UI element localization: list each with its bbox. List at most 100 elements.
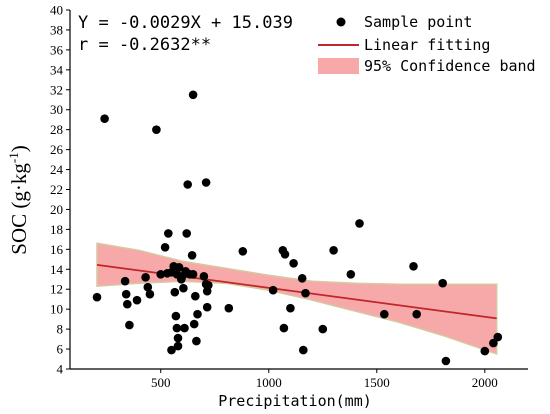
y-axis-title-main: SOC (g·kg [7,163,31,255]
sample-point [289,259,298,268]
sample-point [297,274,307,283]
sample-point [92,292,102,302]
sample-point [280,250,290,259]
legend-sample-point-marker [336,17,346,27]
sample-point [156,270,165,279]
y-tick-label: 34 [50,62,64,77]
sample-point [170,287,180,297]
sample-point [238,247,248,256]
sample-point [192,336,201,346]
x-tick-label: 1000 [256,375,282,390]
sample-point [132,295,142,305]
sample-point [180,323,189,333]
y-tick-label: 36 [50,42,64,57]
regression-equation: Y = -0.0029X + 15.039 [78,13,293,33]
sample-point [171,311,181,321]
sample-point [380,309,389,319]
sample-point [438,278,448,288]
sample-point [489,338,498,348]
sample-point [167,345,176,355]
sample-point [346,270,356,279]
legend: Sample point Linear fitting 95% Confiden… [318,13,536,75]
sample-point [188,270,198,279]
x-tick-label: 1500 [364,375,390,390]
sample-point [279,323,289,333]
sample-point [145,289,155,299]
legend-confidence-band-marker [318,58,359,74]
sample-point [299,345,308,355]
y-axis-ticks: 4 6 8 10 12 14 16 18 20 22 24 26 28 30 32 34 36 38 40 [50,3,70,377]
sample-point [268,285,278,295]
sample-point [301,288,310,298]
sample-point [172,323,182,333]
x-axis-ticks: 500 1000 1500 2000 [151,369,498,390]
sample-point [202,302,212,312]
y-tick-label: 14 [50,262,64,277]
sample-point [189,319,199,329]
legend-sample-point-label: Sample point [364,13,472,31]
y-tick-label: 40 [50,3,63,18]
sample-points-layer [92,90,503,366]
y-tick-label: 32 [50,82,63,97]
y-tick-label: 38 [50,22,63,37]
sample-point [493,332,503,342]
y-tick-label: 4 [57,362,64,377]
sample-point [193,309,202,319]
y-tick-label: 16 [50,242,64,257]
sample-point [121,289,131,299]
x-axis-title: Precipitation(mm) [218,392,372,410]
sample-point [355,219,364,228]
y-axis-title-close: ) [7,145,31,152]
sample-point [125,320,134,330]
sample-point [179,283,188,293]
sample-point [182,229,191,238]
y-tick-label: 6 [57,342,64,357]
sample-point [120,276,130,286]
y-tick-label: 26 [50,142,64,157]
sample-point [204,280,213,290]
y-tick-label: 8 [57,322,64,337]
sample-point [199,272,209,281]
sample-point [174,263,184,272]
sample-point [187,251,197,260]
sample-point [143,282,153,292]
sample-point [318,324,328,334]
y-tick-label: 10 [50,302,63,317]
correlation-coefficient: r = -0.2632** [78,35,211,55]
sample-point [286,303,295,313]
y-tick-label: 18 [50,222,63,237]
sample-point [224,303,234,313]
sample-point [329,246,338,255]
sample-point [409,262,418,271]
sample-point [164,229,173,238]
sample-point [152,125,161,134]
y-tick-label: 22 [50,182,63,197]
y-tick-label: 20 [50,202,63,217]
sample-point [183,180,192,189]
sample-point [173,341,183,351]
y-axis-title: SOC (g·kg-1) [6,145,31,254]
confidence-band-layer [96,242,498,356]
y-tick-label: 24 [50,162,64,177]
sample-point [201,178,211,187]
sample-point [173,333,183,343]
sample-point [188,90,198,100]
y-tick-label: 28 [50,122,63,137]
confidence-band [96,242,498,356]
legend-confidence-band-label: 95% Confidence band [364,57,536,75]
sample-point [412,309,422,319]
legend-fit-line-label: Linear fitting [364,36,490,54]
sample-point [480,346,490,356]
sample-point [100,114,109,123]
x-tick-label: 500 [151,375,171,390]
y-axis-title-exponent: -1 [6,152,21,163]
sample-point [191,291,200,301]
sample-point [441,356,451,366]
sample-point [141,273,150,282]
y-tick-label: 30 [50,102,63,117]
x-tick-label: 2000 [472,375,498,390]
sample-point [160,243,170,252]
y-tick-label: 12 [50,282,63,297]
sample-point [123,299,132,309]
